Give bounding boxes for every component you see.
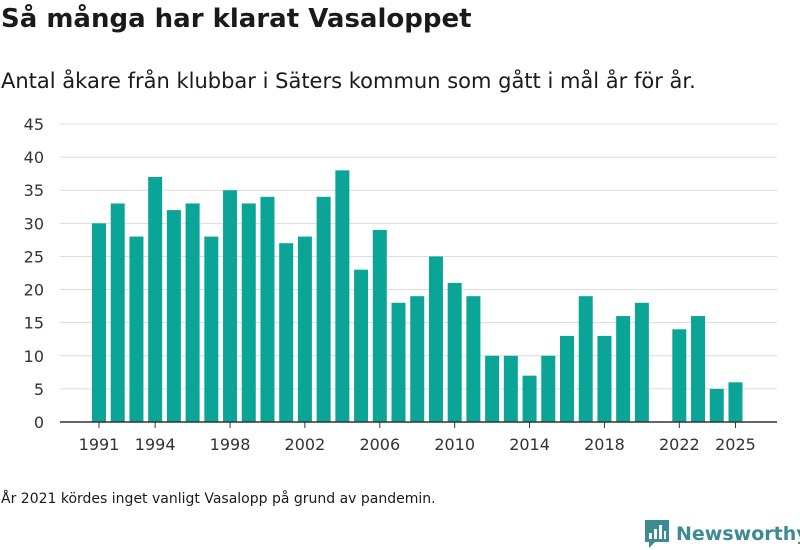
bar-2005 — [354, 269, 369, 422]
bar-2025 — [728, 382, 743, 422]
bar-2011 — [466, 296, 481, 422]
newsworthy-logo-icon — [645, 520, 669, 548]
x-tick-label: 1991 — [79, 435, 120, 454]
bar-2010 — [447, 282, 462, 422]
bar-2015 — [541, 355, 556, 422]
bar-1996 — [185, 203, 200, 422]
bar-2018 — [597, 335, 612, 422]
x-tick-label: 2014 — [509, 435, 550, 454]
chart-subtitle: Antal åkare från klubbar i Säters kommun… — [1, 69, 696, 93]
bar-1999 — [241, 203, 256, 422]
bar-2009 — [428, 256, 443, 422]
bar-2001 — [279, 243, 294, 422]
y-tick-label: 5 — [34, 380, 44, 399]
bar-1994 — [148, 176, 163, 422]
bar-1993 — [129, 236, 144, 422]
bar-2006 — [372, 229, 387, 422]
bar-1995 — [166, 210, 181, 422]
chart-title: Så många har klarat Vasaloppet — [1, 4, 472, 34]
bar-2000 — [260, 196, 275, 422]
bar-1998 — [223, 190, 238, 422]
y-tick-label: 25 — [24, 247, 44, 266]
x-tick-label: 2010 — [434, 435, 475, 454]
bar-2023 — [691, 316, 706, 422]
y-tick-label: 45 — [24, 115, 44, 134]
bar-2019 — [616, 316, 631, 422]
y-tick-label: 35 — [24, 181, 44, 200]
bar-2013 — [503, 355, 518, 422]
bar-2002 — [297, 236, 312, 422]
x-tick-label: 2025 — [715, 435, 756, 454]
bar-1992 — [110, 203, 125, 422]
y-tick-label: 10 — [24, 347, 44, 366]
bar-1991 — [92, 223, 106, 422]
bar-2008 — [410, 296, 425, 422]
bar-2012 — [485, 355, 500, 422]
x-tick-label: 1998 — [210, 435, 251, 454]
bar-2016 — [560, 335, 574, 422]
y-tick-label: 40 — [24, 148, 44, 167]
bar-2014 — [522, 375, 537, 422]
bars — [92, 170, 743, 422]
bar-2017 — [578, 296, 593, 422]
bar-2024 — [709, 388, 724, 422]
x-tick-label: 2018 — [584, 435, 625, 454]
bar-2004 — [335, 170, 350, 422]
bar-1997 — [204, 236, 219, 422]
x-tick-label: 2002 — [285, 435, 326, 454]
chart-footnote: År 2021 kördes inget vanligt Vasalopp på… — [1, 491, 436, 507]
x-tick-label: 2006 — [359, 435, 400, 454]
brand-name: Newsworthy — [676, 523, 800, 545]
newsworthy-brand: Newsworthy — [645, 520, 800, 548]
bar-2003 — [316, 196, 331, 422]
y-axis-tick-labels: 0 5 10 15 20 25 30 35 40 45 — [24, 115, 44, 432]
x-tick-label: 1994 — [135, 435, 176, 454]
y-tick-label: 20 — [24, 281, 44, 300]
bar-2022 — [672, 329, 687, 422]
y-tick-label: 30 — [24, 214, 44, 233]
x-tick-label: 2022 — [659, 435, 700, 454]
bar-2007 — [391, 302, 406, 422]
y-tick-label: 15 — [24, 314, 44, 333]
bar-2020 — [634, 302, 649, 422]
x-axis-ticks: 1991 1994 1998 2002 2006 2010 2014 2018 2022 2025 — [79, 422, 756, 454]
y-tick-label: 0 — [34, 413, 44, 432]
